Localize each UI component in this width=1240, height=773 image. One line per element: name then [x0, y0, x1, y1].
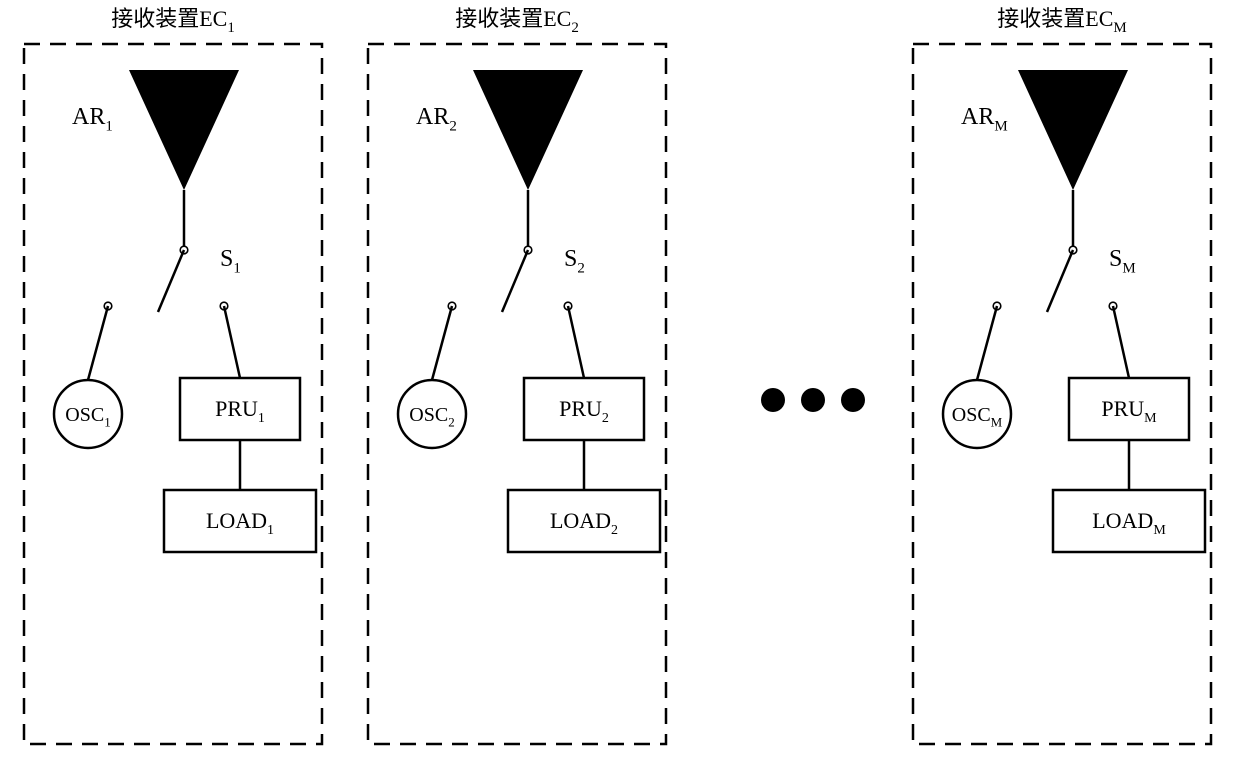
switch-label-ecm: SM	[1109, 246, 1136, 277]
osc-label-ec1: OSC1	[65, 404, 110, 430]
diagram-root: 接收装置EC1AR1S1OSC1PRU1LOAD1接收装置EC2AR2S2OSC…	[0, 0, 1240, 773]
ellipsis-dot	[761, 388, 785, 412]
module-ec2: 接收装置EC2AR2S2OSC2PRU2LOAD2	[368, 6, 666, 744]
antenna-ecm	[1018, 70, 1128, 190]
ar-label-ec2: AR2	[416, 104, 457, 135]
osc-stub-ec1	[88, 306, 108, 380]
title-ec1: 接收装置EC1	[111, 6, 235, 36]
pru-stub-ec2	[568, 306, 584, 378]
pru-stub-ec1	[224, 306, 240, 378]
module-ecm: 接收装置ECMARMSMOSCMPRUMLOADM	[913, 6, 1211, 744]
osc-stub-ecm	[977, 306, 997, 380]
osc-stub-ec2	[432, 306, 452, 380]
ar-label-ec1: AR1	[72, 104, 113, 135]
ar-label-ecm: ARM	[961, 104, 1008, 135]
pru-stub-ecm	[1113, 306, 1129, 378]
switch-arm-ecm	[1047, 250, 1073, 312]
ellipsis-dot	[801, 388, 825, 412]
switch-arm-ec1	[158, 250, 184, 312]
switch-label-ec1: S1	[220, 246, 241, 277]
title-ec2: 接收装置EC2	[455, 6, 579, 36]
switch-label-ec2: S2	[564, 246, 585, 277]
module-ec1: 接收装置EC1AR1S1OSC1PRU1LOAD1	[24, 6, 322, 744]
osc-label-ec2: OSC2	[409, 404, 454, 430]
antenna-ec1	[129, 70, 239, 190]
ellipsis-dot	[841, 388, 865, 412]
antenna-ec2	[473, 70, 583, 190]
title-ecm: 接收装置ECM	[997, 6, 1126, 36]
switch-arm-ec2	[502, 250, 528, 312]
